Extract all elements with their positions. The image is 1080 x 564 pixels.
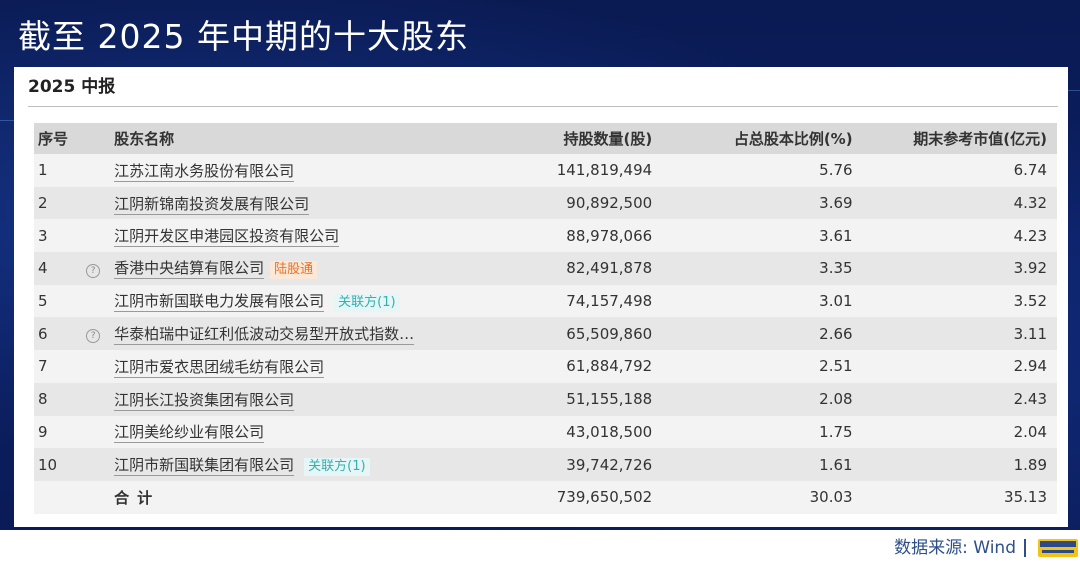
table-row: 10 江阴市新国联集团有限公司 关联方(1) 39,742,726 1.61 1.…: [34, 448, 1057, 481]
market-value-cell: 3.11: [856, 317, 1057, 351]
col-header-no: 序号: [34, 123, 87, 154]
shares-cell: 43,018,500: [486, 415, 657, 449]
shares-cell: 90,892,500: [486, 186, 657, 220]
shares-cell: 51,155,188: [486, 382, 657, 416]
shares-cell: 39,742,726: [486, 448, 657, 481]
market-value-cell: 4.23: [856, 219, 1057, 253]
related-party-tag[interactable]: 关联方(1): [334, 294, 400, 313]
market-value-cell: 2.43: [856, 382, 1057, 416]
row-number: 4: [34, 252, 87, 285]
shareholder-name-link[interactable]: 江阴开发区申港园区投资有限公司: [114, 227, 340, 248]
row-number: 5: [34, 284, 87, 318]
ratio-cell: 1.61: [656, 448, 857, 481]
question-circle-icon[interactable]: ?: [86, 329, 101, 344]
table-header-row: 序号 股东名称 持股数量(股) 占总股本比例(%) 期末参考市值(亿元): [34, 123, 1057, 154]
col-header-shares: 持股数量(股): [486, 123, 657, 154]
shareholder-name-link[interactable]: 香港中央结算有限公司: [114, 259, 265, 280]
ratio-cell: 3.01: [656, 284, 857, 318]
shareholder-name-link[interactable]: 江苏江南水务股份有限公司: [114, 161, 295, 182]
table-row: 2 江阴新锦南投资发展有限公司 90,892,500 3.69 4.32: [34, 186, 1057, 220]
table-row: 4 ? 香港中央结算有限公司 陆股通 82,491,878 3.35 3.92: [34, 252, 1057, 285]
total-ratio-cell: 30.03: [656, 480, 857, 514]
col-header-market-value: 期末参考市值(亿元): [856, 123, 1057, 154]
table-row: 6 ? 华泰柏瑞中证红利低波动交易型开放式指数… 65,509,860 2.66…: [34, 317, 1057, 351]
market-value-cell: 3.92: [856, 252, 1057, 285]
shareholder-name-link[interactable]: 江阴美纶纱业有限公司: [114, 423, 265, 444]
table-row: 7 江阴市爱衣思团绒毛纺有限公司 61,884,792 2.51 2.94: [34, 350, 1057, 383]
table-row: 3 江阴开发区申港园区投资有限公司 88,978,066 3.61 4.23: [34, 219, 1057, 253]
shares-cell: 88,978,066: [486, 219, 657, 253]
shareholder-name-link[interactable]: 江阴新锦南投资发展有限公司: [114, 194, 310, 215]
shares-cell: 65,509,860: [486, 317, 657, 351]
shareholder-name-link[interactable]: 江阴市新国联电力发展有限公司: [114, 292, 325, 313]
ratio-cell: 2.66: [656, 317, 857, 351]
table-row: 9 江阴美纶纱业有限公司 43,018,500 1.75 2.04: [34, 415, 1057, 449]
market-value-cell: 3.52: [856, 284, 1057, 318]
market-value-cell: 2.94: [856, 350, 1057, 383]
row-number: 7: [34, 350, 87, 383]
question-circle-icon[interactable]: ?: [86, 263, 101, 278]
col-header-name: 股东名称: [114, 123, 487, 154]
top-shareholders-table: 序号 股东名称 持股数量(股) 占总股本比例(%) 期末参考市值(亿元) 1 江…: [34, 123, 1057, 514]
row-number: 6: [34, 317, 87, 351]
report-period-heading: 2025 中报: [28, 77, 116, 97]
heading-divider: [28, 106, 1058, 107]
table-row: 1 江苏江南水务股份有限公司 141,819,494 5.76 6.74: [34, 154, 1057, 187]
total-shares-cell: 739,650,502: [486, 480, 657, 514]
shares-cell: 82,491,878: [486, 252, 657, 285]
total-label: 合计: [114, 488, 161, 507]
table-total-row: 合计 739,650,502 30.03 35.13: [34, 480, 1057, 514]
ratio-cell: 1.75: [656, 415, 857, 449]
ratio-cell: 3.35: [656, 252, 857, 285]
row-number: 10: [34, 448, 87, 481]
total-market-value-cell: 35.13: [856, 480, 1057, 514]
row-number: 8: [34, 382, 87, 416]
shareholder-name-link[interactable]: 华泰柏瑞中证红利低波动交易型开放式指数…: [114, 325, 415, 346]
slide-title: 截至 2025 年中期的十大股东: [18, 17, 469, 56]
market-value-cell: 6.74: [856, 154, 1057, 187]
market-value-cell: 4.32: [856, 186, 1057, 220]
shares-cell: 141,819,494: [486, 154, 657, 187]
shares-cell: 61,884,792: [486, 350, 657, 383]
ratio-cell: 3.69: [656, 186, 857, 220]
table-row: 5 江阴市新国联电力发展有限公司 关联方(1) 74,157,498 3.01 3…: [34, 284, 1057, 318]
shareholder-name-link[interactable]: 江阴市新国联集团有限公司: [114, 455, 295, 476]
stock-connect-tag: 陆股通: [270, 261, 318, 280]
shareholder-name-link[interactable]: 江阴市爱衣思团绒毛纺有限公司: [114, 357, 325, 378]
ratio-cell: 5.76: [656, 154, 857, 187]
ratio-cell: 2.51: [656, 350, 857, 383]
market-value-cell: 1.89: [856, 448, 1057, 481]
row-number: 1: [34, 154, 87, 187]
source-divider: [1024, 539, 1026, 557]
col-header-spacer: [86, 123, 115, 154]
col-header-ratio: 占总股本比例(%): [656, 123, 857, 154]
data-source-note: 数据来源: Wind: [894, 538, 1016, 558]
row-number: 9: [34, 415, 87, 449]
market-value-cell: 2.04: [856, 415, 1057, 449]
shareholders-card: 2025 中报 序号 股东名称 持股数量(股) 占总股本比例(%) 期末参考市值…: [14, 67, 1068, 527]
ratio-cell: 2.08: [656, 382, 857, 416]
related-party-tag[interactable]: 关联方(1): [304, 457, 370, 476]
table-row: 8 江阴长江投资集团有限公司 51,155,188 2.08 2.43: [34, 382, 1057, 416]
row-number: 3: [34, 219, 87, 253]
shareholder-name-link[interactable]: 江阴长江投资集团有限公司: [114, 390, 295, 411]
publisher-logo: [1038, 539, 1078, 557]
shares-cell: 74,157,498: [486, 284, 657, 318]
ratio-cell: 3.61: [656, 219, 857, 253]
row-number: 2: [34, 186, 87, 220]
